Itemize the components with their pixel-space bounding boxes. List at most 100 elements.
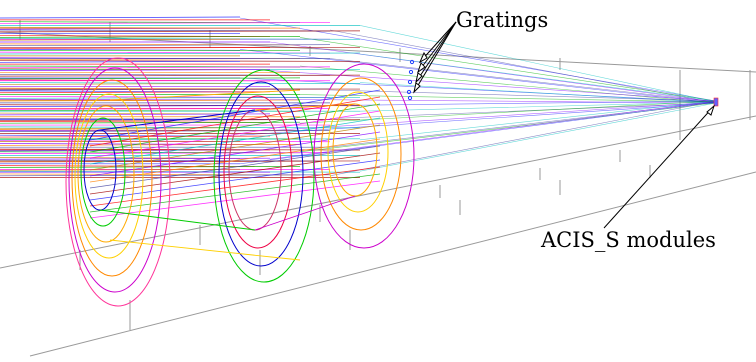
ray-segment [359, 101, 717, 112]
grid-line [29, 171, 756, 357]
ray-segment [89, 103, 381, 153]
ray-segment [329, 58, 717, 103]
ray-segment [239, 100, 717, 107]
shell-edge [254, 103, 356, 111]
ray-segment [89, 131, 381, 177]
gratings-arrowhead-4 [413, 82, 421, 94]
grating-marker [409, 59, 415, 65]
mirror-shell [77, 105, 135, 243]
ray-segment [239, 102, 717, 136]
bounding-box-grid [0, 20, 756, 357]
mirror-shell [71, 79, 153, 277]
ray-segment [239, 17, 717, 102]
acis-arrow [603, 105, 715, 229]
ray-segment [0, 127, 241, 130]
grating-marker [407, 95, 413, 101]
ray-segment [89, 145, 381, 189]
ray-segment [269, 101, 717, 131]
ray-segment [329, 100, 717, 177]
mirror-shell [213, 69, 315, 283]
ray-segment [0, 99, 301, 102]
ray-segment [0, 66, 331, 69]
gratings-arrowhead-3 [415, 72, 423, 84]
ray-segment [0, 74, 361, 77]
gratings-arrow-1 [419, 21, 457, 63]
mirror-shell [74, 93, 144, 259]
ray-segment [89, 138, 381, 183]
gratings-label: Gratings [456, 8, 548, 32]
grating-marker [408, 69, 414, 75]
ray-segment [0, 47, 271, 49]
ray-segment [0, 135, 271, 138]
grid-line [0, 31, 756, 73]
ray-segment [0, 170, 361, 173]
gratings-arrowhead-1 [418, 51, 428, 64]
mirror-shell [327, 91, 389, 213]
ray-segment [0, 60, 361, 62]
shell-edge [109, 239, 301, 261]
ray-segment [0, 38, 241, 41]
ray-segment [0, 52, 361, 55]
mirror-shells [65, 57, 415, 307]
ray-segment [0, 121, 301, 124]
ray-segment [299, 65, 717, 104]
ray-segment [0, 60, 241, 63]
ray-segment [359, 100, 717, 141]
ray-segment [0, 104, 361, 107]
mirror-shell [228, 109, 282, 231]
grating-marker [406, 89, 412, 95]
ray-segment [0, 69, 271, 71]
grid-line [0, 115, 756, 269]
ray-segment [239, 101, 717, 165]
acis-s-detector [713, 97, 719, 107]
ray-segment [269, 70, 717, 102]
ray-bundle [0, 16, 717, 219]
ray-segment [89, 110, 381, 159]
ray-segment [269, 41, 717, 103]
mirror-shell [313, 63, 415, 249]
ray-segment [0, 36, 301, 38]
ray-segment [89, 166, 381, 207]
ray-segment [0, 22, 331, 24]
ray-segment [269, 100, 717, 160]
gratings-annotation: Gratings [413, 8, 548, 94]
ray-segment [0, 37, 361, 40]
ray-segment [89, 117, 381, 165]
ray-segment [89, 152, 381, 195]
ray-segment [329, 89, 717, 102]
ray-segment [329, 102, 717, 119]
ray-segment [359, 102, 717, 172]
ray-segment [0, 83, 241, 85]
ray-segment [89, 159, 381, 201]
ray-segment [0, 16, 241, 19]
ray-segment [89, 180, 381, 219]
ray-segment [0, 30, 361, 33]
ray-segment [0, 126, 361, 129]
mirror-shell [218, 81, 304, 267]
mirror-shell [68, 67, 162, 293]
ray-segment [0, 105, 241, 107]
ray-segment [0, 96, 361, 99]
ray-segment [0, 91, 271, 94]
shell-edge [109, 89, 301, 101]
ray-segment [299, 100, 717, 124]
ray-segment [0, 44, 331, 47]
gratings-arrow-3 [415, 21, 457, 83]
acis-label: ACIS_S modules [540, 228, 716, 252]
grating-markers [406, 59, 415, 101]
gratings-arrowhead-2 [417, 62, 426, 74]
ray-segment [0, 160, 361, 163]
grating-marker [407, 79, 413, 85]
acis-arrowhead [706, 104, 716, 116]
shell-edge [99, 209, 256, 231]
mirror-shell [65, 57, 171, 307]
ray-segment [0, 174, 331, 177]
ray-segment [0, 82, 361, 84]
acis-s-module [713, 97, 719, 107]
mirror-shell [320, 77, 402, 231]
ray-segment [0, 77, 301, 80]
acis-annotation: ACIS_S modules [540, 104, 716, 252]
ray-segment [239, 77, 717, 103]
